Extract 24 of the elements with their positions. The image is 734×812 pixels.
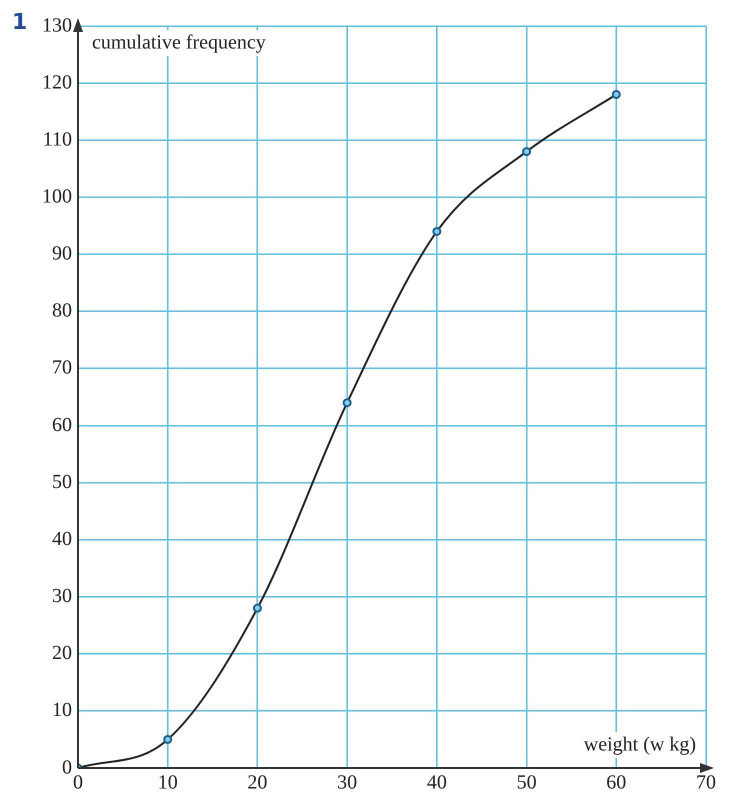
- y-tick-label: 70: [52, 356, 72, 379]
- x-tick-label: 20: [247, 771, 268, 794]
- y-tick-label: 80: [52, 300, 72, 322]
- y-tick-label: 100: [42, 185, 72, 208]
- x-tick-label: 10: [158, 771, 178, 794]
- y-tick-label: 0: [62, 756, 72, 778]
- x-tick-label: 70: [696, 771, 716, 794]
- x-tick-label: 30: [337, 771, 358, 794]
- x-tick-label: 50: [516, 771, 537, 794]
- x-tick-label: 40: [426, 771, 447, 794]
- y-tick-label: 130: [42, 14, 72, 36]
- y-tick-label: 120: [42, 71, 72, 94]
- y-tick-label: 60: [52, 414, 72, 436]
- y-tick-label: 110: [42, 128, 72, 150]
- x-tick-label: 60: [606, 771, 626, 794]
- x-axis-title: weight (w kg): [584, 733, 696, 756]
- y-tick-label: 30: [52, 585, 72, 608]
- y-tick-label: 10: [52, 699, 72, 722]
- y-axis-title: cumulative frequency: [92, 31, 266, 54]
- text: 1: [12, 10, 28, 35]
- y-tick-label: 50: [52, 470, 72, 493]
- y-tick-label: 40: [52, 528, 72, 550]
- y-tick-label: 90: [52, 242, 72, 265]
- y-tick-label: 20: [52, 642, 72, 664]
